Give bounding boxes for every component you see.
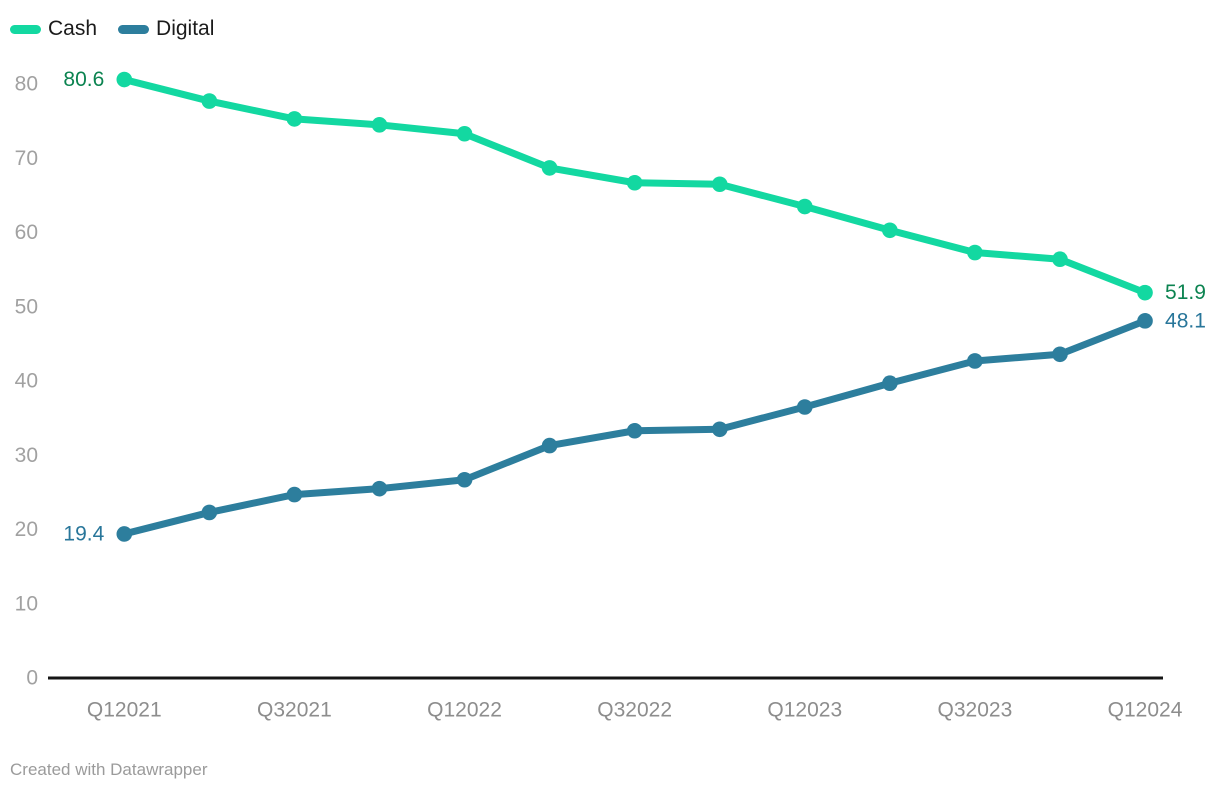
x-tick-label: Q12024 xyxy=(1108,699,1183,722)
digital-data-point xyxy=(456,471,473,488)
digital-data-point xyxy=(116,526,133,542)
cash-data-point xyxy=(541,160,558,176)
cash-data-point xyxy=(796,198,813,215)
cash-data-point xyxy=(116,71,133,88)
cash-end-value-label: 51.9 xyxy=(1165,281,1206,304)
digital-data-point xyxy=(796,399,813,415)
y-tick-label: 70 xyxy=(15,147,38,170)
legend-item-digital: Digital xyxy=(118,17,214,41)
x-tick-label: Q12023 xyxy=(767,699,842,722)
digital-swatch xyxy=(118,24,150,34)
cash-data-point xyxy=(1052,251,1068,268)
y-tick-label: 80 xyxy=(15,73,38,96)
cash-data-point xyxy=(201,93,218,109)
digital-data-point xyxy=(371,480,388,497)
digital-data-point xyxy=(1137,313,1153,329)
attribution: Created with Datawrapper xyxy=(10,760,208,779)
x-tick-label: Q32022 xyxy=(597,699,672,722)
digital-end-value-label: 48.1 xyxy=(1165,309,1206,332)
cash-data-point xyxy=(626,174,643,191)
digital-data-point xyxy=(882,375,898,392)
digital-data-point xyxy=(541,437,558,454)
y-tick-label: 20 xyxy=(15,518,38,541)
legend-label-digital: Digital xyxy=(156,17,215,40)
legend: Cash Digital xyxy=(10,17,214,41)
cash-data-point xyxy=(967,244,983,261)
cash-data-point xyxy=(371,117,388,133)
y-tick-label: 0 xyxy=(26,667,38,690)
x-tick-label: Q32023 xyxy=(938,699,1013,722)
legend-label-cash: Cash xyxy=(48,17,98,40)
cash-swatch xyxy=(10,24,41,34)
cash-data-point xyxy=(286,111,303,127)
x-tick-label: Q12021 xyxy=(87,699,162,722)
cash-data-point xyxy=(882,222,898,239)
y-tick-label: 10 xyxy=(15,592,38,615)
cash-data-point xyxy=(456,125,473,142)
cash-data-point xyxy=(1137,284,1153,301)
x-tick-label: Q32021 xyxy=(257,699,332,722)
cash-start-value-label: 80.6 xyxy=(63,68,104,91)
digital-data-point xyxy=(286,486,303,503)
digital-data-point xyxy=(201,504,218,521)
y-tick-label: 50 xyxy=(15,295,38,318)
y-tick-label: 40 xyxy=(15,370,38,393)
x-tick-label: Q12022 xyxy=(427,699,502,722)
digital-data-point xyxy=(967,353,983,369)
legend-item-cash: Cash xyxy=(10,17,97,41)
digital-data-point xyxy=(626,422,643,439)
cash-data-point xyxy=(711,176,728,193)
y-tick-label: 60 xyxy=(15,221,38,244)
line-chart: 0 10 20 30 40 50 60 70 80 Q12021 Q32021 Q12022 Q3202… xyxy=(15,68,1206,722)
digital-data-point xyxy=(711,421,728,438)
digital-start-value-label: 19.4 xyxy=(63,522,104,545)
y-tick-label: 30 xyxy=(15,444,38,467)
digital-data-point xyxy=(1052,346,1068,363)
